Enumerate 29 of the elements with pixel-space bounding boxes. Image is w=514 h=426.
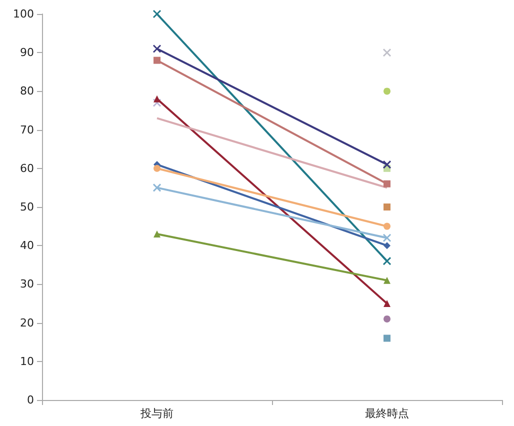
y-tick-label: 20 bbox=[20, 316, 34, 330]
y-tick-label: 30 bbox=[20, 278, 34, 291]
point bbox=[384, 315, 390, 322]
y-tick-label: 0 bbox=[27, 394, 34, 406]
y-tick-label: 80 bbox=[20, 84, 34, 98]
point bbox=[152, 10, 162, 18]
y-tick-label: 90 bbox=[20, 46, 34, 60]
y-tick-label: 50 bbox=[20, 200, 34, 214]
point bbox=[382, 48, 392, 57]
point bbox=[152, 44, 162, 53]
point bbox=[382, 234, 392, 242]
point bbox=[384, 222, 390, 230]
y-tick-label: 70 bbox=[20, 123, 34, 136]
x-tick-label: 最終時点 bbox=[365, 407, 409, 420]
x-tick-label: 投与前 bbox=[140, 407, 174, 420]
y-tick-label: 60 bbox=[20, 162, 34, 175]
point bbox=[384, 204, 390, 210]
point bbox=[382, 256, 392, 266]
point bbox=[384, 334, 390, 342]
y-tick-label: 10 bbox=[20, 354, 34, 368]
y-tick-label: 40 bbox=[20, 239, 34, 252]
point bbox=[154, 164, 160, 172]
point bbox=[384, 180, 390, 188]
point bbox=[382, 160, 392, 169]
y-tick-label: 100 bbox=[13, 8, 34, 20]
point bbox=[154, 56, 160, 64]
point bbox=[384, 88, 390, 95]
point bbox=[152, 183, 162, 192]
point bbox=[384, 242, 390, 250]
